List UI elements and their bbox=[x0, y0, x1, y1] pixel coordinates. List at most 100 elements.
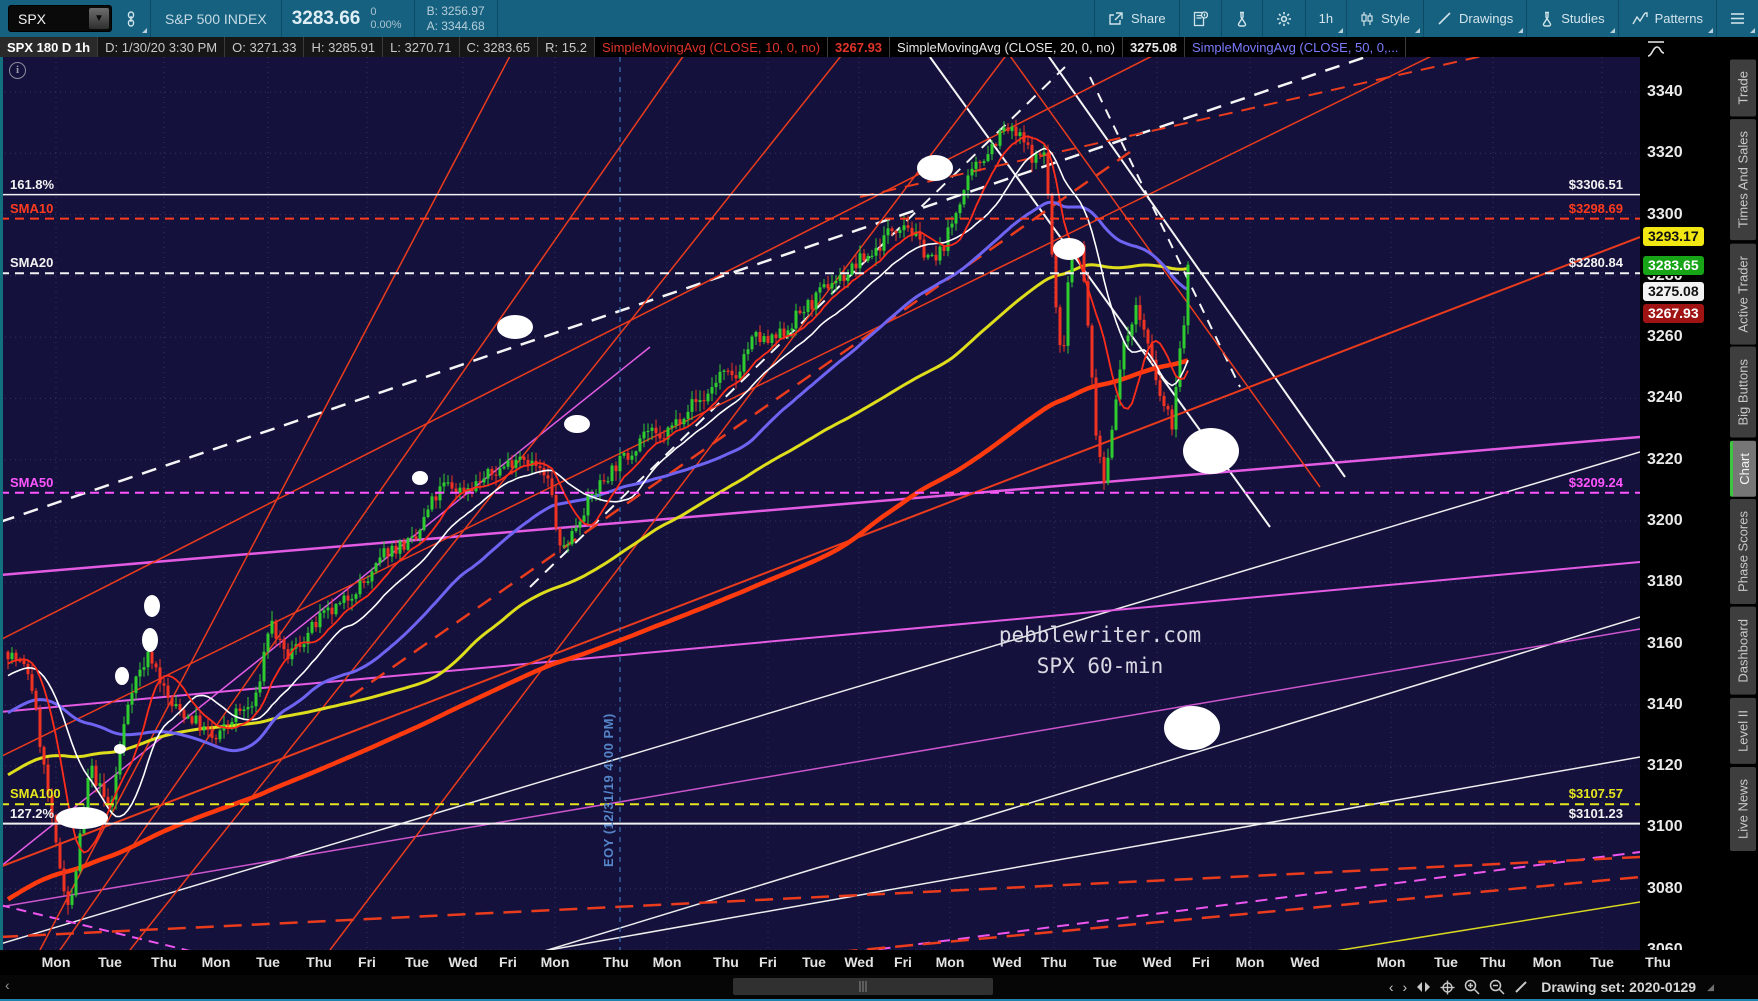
ellipse-marker bbox=[142, 628, 158, 652]
time-tick: Thu bbox=[603, 954, 629, 970]
chart-restore-icon[interactable] bbox=[1646, 40, 1672, 65]
study-label-sma20[interactable]: SimpleMovingAvg (CLOSE, 20, 0, no) bbox=[890, 37, 1124, 57]
study-value-sma10: 3267.93 bbox=[828, 37, 891, 57]
watermark-line1: pebblewriter.com bbox=[998, 623, 1202, 647]
scrollbar-handle[interactable] bbox=[733, 978, 993, 995]
price-bubble: 3293.17 bbox=[1642, 225, 1705, 247]
chart-canvas[interactable] bbox=[0, 57, 1640, 950]
time-axis[interactable]: Mon Tue Thu Mon Tue Thu Fri Tue Wed Fri Mon Thu Mon T… bbox=[0, 950, 1727, 975]
level-label-right[interactable]: $3306.51 bbox=[1568, 176, 1623, 192]
bid-ask-block: B: 3256.97 A: 3344.68 bbox=[415, 4, 497, 34]
price-axis[interactable]: 3340332033003280326032403220320031803160… bbox=[1640, 57, 1727, 958]
tab-trade[interactable]: Trade bbox=[1730, 59, 1756, 117]
time-tick: Fri bbox=[1192, 954, 1210, 970]
level-label-left[interactable]: 161.8% bbox=[10, 176, 55, 192]
symbol-dropdown[interactable]: SPX ▼ bbox=[8, 5, 112, 32]
share-icon bbox=[1108, 11, 1124, 26]
level-label-right[interactable]: $3209.24 bbox=[1568, 474, 1623, 490]
pencil-icon[interactable] bbox=[1514, 980, 1528, 994]
price-tick: 3340 bbox=[1647, 83, 1683, 100]
menu-icon bbox=[1730, 12, 1745, 25]
level-label-left[interactable]: 127.2% bbox=[10, 805, 55, 821]
divider bbox=[1346, 0, 1348, 37]
crosshair-icon[interactable] bbox=[1440, 980, 1455, 995]
ellipse-marker bbox=[144, 595, 160, 617]
tab-dashboard[interactable]: Dashboard bbox=[1730, 607, 1756, 695]
chart-link-button[interactable] bbox=[112, 0, 150, 37]
level-label-right[interactable]: $3298.69 bbox=[1568, 200, 1623, 216]
time-tick: Tue bbox=[98, 954, 122, 970]
level-label-left[interactable]: SMA50 bbox=[10, 474, 54, 490]
drawings-dropdown[interactable]: Drawings bbox=[1424, 0, 1526, 37]
time-tick: Fri bbox=[499, 954, 517, 970]
divider bbox=[280, 0, 282, 37]
level-label-right[interactable]: $3101.23 bbox=[1568, 805, 1623, 821]
sidebar-tabs: Trade Times And Sales Active Trader Big But… bbox=[1727, 57, 1758, 975]
timeframe-dropdown[interactable]: 1h bbox=[1306, 0, 1346, 37]
time-tick: Thu bbox=[1480, 954, 1506, 970]
divider bbox=[1304, 0, 1306, 37]
change-value: 0 bbox=[370, 5, 377, 18]
level-label-right[interactable]: $3107.57 bbox=[1568, 786, 1623, 802]
pan-icon[interactable] bbox=[1416, 981, 1431, 993]
chart-title: SPX 180 D 1h bbox=[0, 37, 99, 57]
price-tick: 3200 bbox=[1647, 512, 1683, 529]
ask-value: A: 3344.68 bbox=[426, 18, 485, 33]
trendline-icon bbox=[1437, 11, 1452, 26]
drawing-set-label[interactable]: Drawing set: 2020-0129 bbox=[1541, 979, 1697, 995]
tab-level-ii[interactable]: Level II bbox=[1730, 697, 1756, 764]
grip-icon bbox=[859, 981, 867, 992]
moving-averages-over bbox=[7, 135, 1189, 854]
last-price: 3283.66 bbox=[291, 7, 361, 29]
level-label-left[interactable]: SMA10 bbox=[10, 200, 54, 216]
trendlines bbox=[0, 57, 1640, 950]
step-forward-icon[interactable]: › bbox=[1402, 979, 1408, 995]
ellipse-marker bbox=[412, 471, 428, 485]
chart-settings-button[interactable] bbox=[1263, 0, 1305, 37]
tab-phase-scores[interactable]: Phase Scores bbox=[1730, 499, 1756, 605]
quick-study-button[interactable] bbox=[1222, 0, 1262, 37]
scroll-left-arrow[interactable]: ‹ bbox=[5, 977, 10, 993]
step-back-icon[interactable]: ‹ bbox=[1388, 979, 1394, 995]
tab-big-buttons[interactable]: Big Buttons bbox=[1730, 347, 1756, 438]
level-label-right[interactable]: $3280.84 bbox=[1568, 255, 1623, 271]
divider bbox=[1617, 0, 1619, 37]
tab-active-trader[interactable]: Active Trader bbox=[1730, 243, 1756, 345]
tab-times-and-sales[interactable]: Times And Sales bbox=[1730, 119, 1756, 241]
resize-corner-icon[interactable]: ◢ bbox=[1707, 981, 1714, 992]
price-bubble: 3267.93 bbox=[1642, 302, 1705, 324]
info-icon[interactable]: i bbox=[9, 62, 26, 79]
time-tick: Mon bbox=[1532, 954, 1562, 970]
price-tick: 3180 bbox=[1647, 573, 1683, 591]
zoom-out-icon[interactable] bbox=[1489, 979, 1505, 995]
divider bbox=[1716, 0, 1717, 37]
time-tick: Mon bbox=[201, 954, 231, 970]
time-tick: Wed bbox=[1290, 954, 1320, 970]
price-bubble: 3275.08 bbox=[1642, 280, 1705, 302]
patterns-dropdown[interactable]: Patterns bbox=[1619, 0, 1716, 37]
zoom-in-icon[interactable] bbox=[1464, 979, 1480, 995]
low-value: L: 3270.71 bbox=[383, 37, 460, 57]
style-dropdown[interactable]: Style bbox=[1347, 0, 1423, 37]
time-tick: Mon bbox=[1235, 954, 1265, 970]
studies-dropdown[interactable]: Studies bbox=[1527, 0, 1617, 37]
chart-plot: i EOY (12/31/19 4:00 PM) pebblewriter.co… bbox=[0, 57, 1640, 950]
level-label-left[interactable]: SMA20 bbox=[10, 255, 54, 271]
share-button[interactable]: Share bbox=[1095, 0, 1179, 37]
divider bbox=[413, 0, 415, 37]
chart-menu-button[interactable] bbox=[1717, 0, 1758, 37]
price-tick: 3140 bbox=[1647, 695, 1683, 713]
study-label-sma50[interactable]: SimpleMovingAvg (CLOSE, 50, 0,... bbox=[1185, 37, 1407, 57]
price-tick: 3100 bbox=[1647, 818, 1683, 836]
flask-icon bbox=[1235, 11, 1249, 27]
study-label-sma10[interactable]: SimpleMovingAvg (CLOSE, 10, 0, no) bbox=[595, 37, 829, 57]
level-label-left[interactable]: SMA100 bbox=[10, 786, 61, 802]
eoy-annotation[interactable]: EOY (12/31/19 4:00 PM) bbox=[601, 713, 616, 867]
close-value: C: 3283.65 bbox=[459, 37, 539, 57]
divider bbox=[1423, 0, 1425, 37]
chevron-down-icon[interactable]: ▼ bbox=[89, 8, 109, 29]
chart-describe-button[interactable] bbox=[1180, 0, 1221, 37]
chart-status-row: SPX 180 D 1h D: 1/30/20 3:30 PM O: 3271.… bbox=[0, 37, 1758, 57]
tab-live-news[interactable]: Live News bbox=[1730, 766, 1756, 851]
tab-chart[interactable]: Chart bbox=[1730, 440, 1756, 497]
